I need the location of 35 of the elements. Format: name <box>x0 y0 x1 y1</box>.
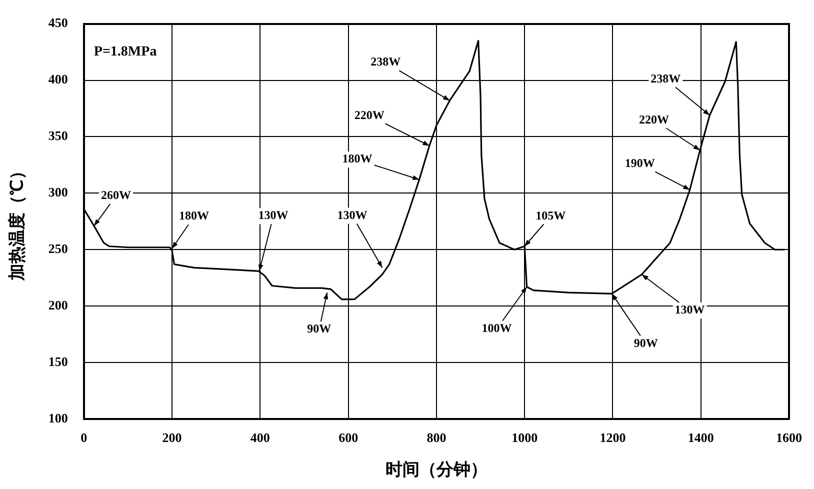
annotation: P=1.8MPa <box>94 44 157 60</box>
y-tick-label: 250 <box>48 240 68 256</box>
annotation: 180W <box>342 152 372 166</box>
annotation: 220W <box>354 108 384 122</box>
annotation: 90W <box>307 322 332 336</box>
x-tick-label: 800 <box>426 430 446 446</box>
annotation: 220W <box>638 112 669 126</box>
y-tick-label: 400 <box>48 72 68 87</box>
x-tick-label: 1200 <box>600 430 626 446</box>
annotation: 130W <box>674 302 705 317</box>
x-tick-label: 0 <box>80 430 88 446</box>
annotation: 190W <box>624 156 655 170</box>
x-tick-label: 1600 <box>776 430 802 446</box>
annotation: 180W <box>179 208 210 223</box>
annotation: 130W <box>337 208 368 222</box>
y-tick-label: 150 <box>48 354 68 369</box>
x-tick-label: 1400 <box>688 430 714 446</box>
annotation: 90W <box>634 336 658 350</box>
annotation: 105W <box>536 208 566 222</box>
y-tick-label: 350 <box>48 128 68 144</box>
x-tick-label: 1000 <box>512 430 538 446</box>
x-axis-title: 时间（分钟） <box>385 460 488 480</box>
y-tick-label: 200 <box>48 297 68 312</box>
x-tick-label: 400 <box>250 430 270 446</box>
y-tick-label: 100 <box>48 410 68 426</box>
y-tick-label: 450 <box>48 15 68 30</box>
annotation: 238W <box>370 54 401 69</box>
y-tick-label: 300 <box>48 184 68 200</box>
x-tick-label: 200 <box>162 430 182 446</box>
annotation: 100W <box>482 320 512 335</box>
y-axis-title: 加热温度（℃） <box>8 162 27 282</box>
annotation: 238W <box>650 71 681 86</box>
x-tick-label: 600 <box>338 430 358 446</box>
annotation: 260W <box>101 188 132 202</box>
annotation: 130W <box>258 208 288 222</box>
